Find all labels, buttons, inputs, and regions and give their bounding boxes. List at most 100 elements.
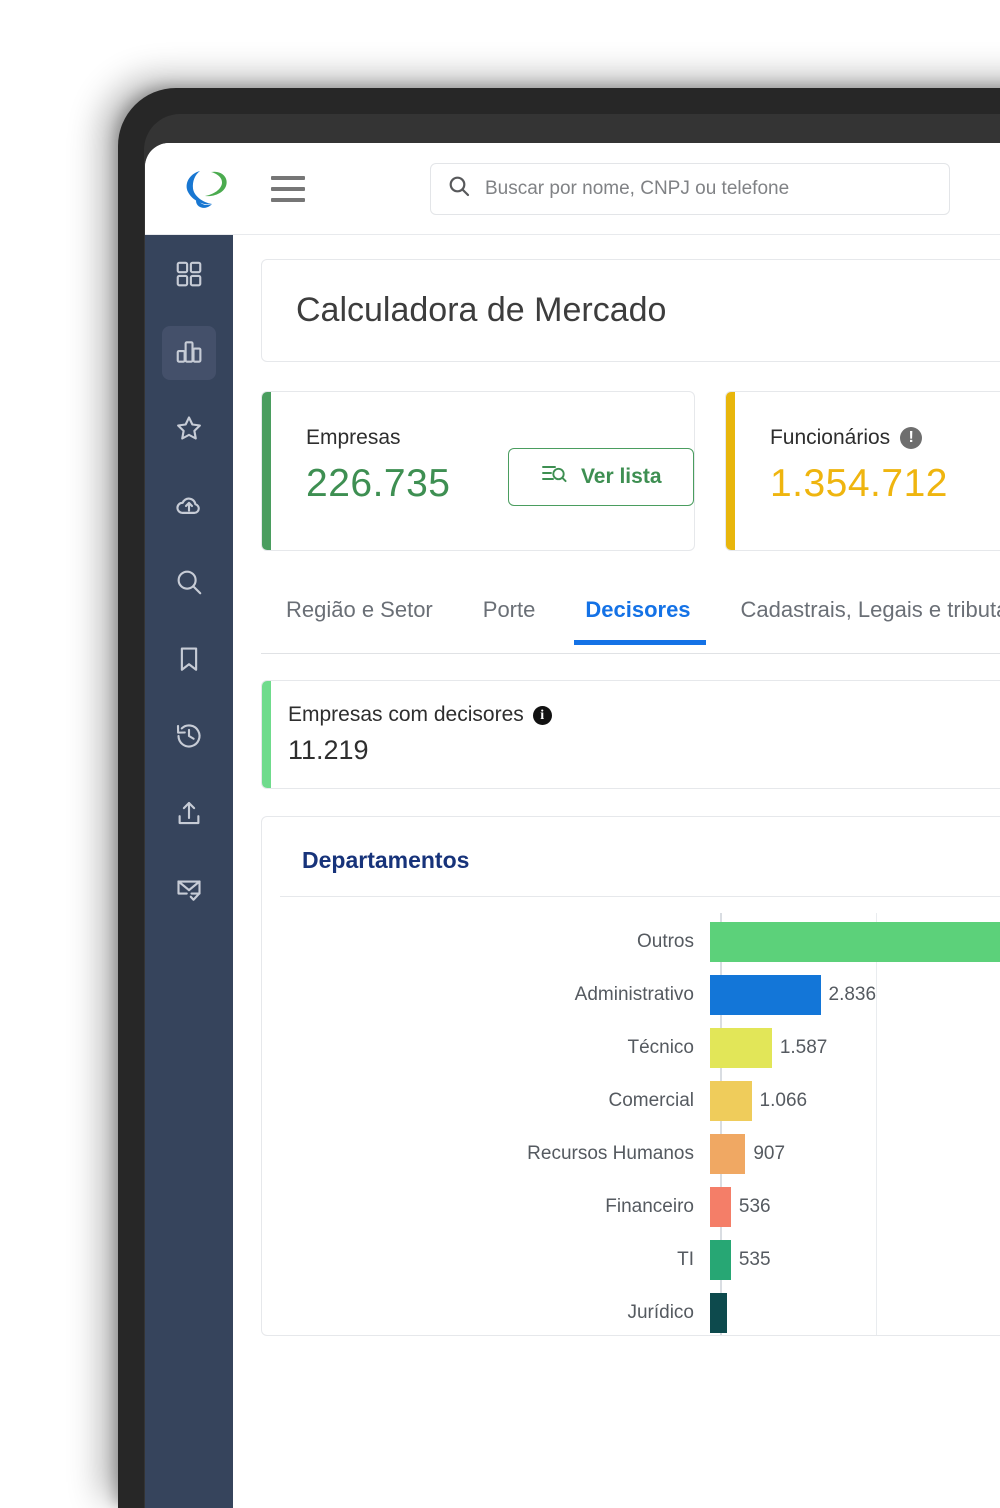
- kpi-accent-yellow: [725, 392, 735, 550]
- sidebar-item-mail[interactable]: [162, 865, 216, 919]
- menu-bar-1: [271, 175, 305, 180]
- chart-bar-value: 535: [738, 1248, 771, 1270]
- ver-lista-button[interactable]: Ver lista: [508, 448, 694, 506]
- grid-icon: [174, 259, 204, 294]
- sidebar-item-upload[interactable]: [162, 788, 216, 842]
- chart-bar-row: Financeiro 536: [262, 1180, 771, 1233]
- chart-bar-row: Recursos Humanos 907: [262, 1127, 785, 1180]
- chart-title: Departamentos: [302, 847, 470, 873]
- chart-bar-wrapper: 1.066: [710, 1080, 808, 1121]
- chart-divider: [280, 896, 1000, 897]
- main-content: Calculadora de Mercado Empresas 226.735: [233, 235, 1000, 1508]
- chart-bar-wrapper: 535: [710, 1239, 771, 1280]
- chart-bar-value: 907: [753, 1142, 786, 1164]
- cloud-upload-icon: [174, 490, 204, 525]
- search-box[interactable]: [430, 162, 950, 215]
- menu-bar-3: [271, 197, 305, 202]
- chart-bar-value: 1.066: [759, 1089, 808, 1111]
- sidebar-item-history[interactable]: [162, 711, 216, 765]
- chart-bar-row: Técnico 1.587: [262, 1021, 827, 1074]
- app-screen: Calculadora de Mercado Empresas 226.735: [145, 143, 1000, 1508]
- tab-bar: Região e Setor Porte Decisores Cadastrai…: [261, 587, 1000, 654]
- hamburger-menu-icon[interactable]: [271, 175, 305, 202]
- tab-porte[interactable]: Porte: [482, 597, 536, 622]
- chart-bar-value: 1.587: [779, 1036, 828, 1058]
- departamentos-chart-card: Departamentos Outros 8.238 Administrativo 2…: [261, 816, 1000, 1336]
- decisores-summary-card: Empresas com decisores i 11.219: [261, 680, 1000, 789]
- kpi-row: Empresas 226.735 Ver lista: [261, 391, 1000, 551]
- chart-bar[interactable]: [710, 974, 821, 1015]
- decisores-accent-green: [262, 681, 271, 788]
- bar-chart-icon: [174, 336, 204, 371]
- chart-bar-wrapper: 536: [710, 1186, 771, 1227]
- chart-bar-row: Jurídico: [262, 1286, 735, 1335]
- bookmark-icon: [174, 644, 204, 679]
- chart-bar-row: Outros 8.238: [262, 915, 1000, 968]
- kpi-card-empresas: Empresas 226.735 Ver lista: [261, 391, 695, 551]
- search-icon: [447, 174, 471, 203]
- chart-bar-value: 536: [738, 1195, 771, 1217]
- chart-bar-row: TI 535: [262, 1233, 771, 1286]
- chart-category-label: Administrativo: [574, 983, 694, 1005]
- chart-bar-wrapper: 2.836: [710, 974, 877, 1015]
- chart-bar[interactable]: [710, 1186, 731, 1227]
- search-input[interactable]: [485, 177, 933, 200]
- decisores-value: 11.219: [288, 735, 369, 765]
- kpi-card-funcionarios: Funcionários ! 1.354.712: [724, 391, 1000, 551]
- chart-bar-wrapper: 8.238: [710, 921, 1000, 962]
- star-icon: [174, 413, 204, 448]
- chart-bar-row: Administrativo 2.836: [262, 968, 876, 1021]
- sidebar-item-search[interactable]: [162, 557, 216, 611]
- kpi-accent-green: [262, 392, 271, 550]
- ver-lista-label: Ver lista: [580, 465, 662, 488]
- decisores-label-text: Empresas com decisores: [288, 703, 524, 726]
- list-search-icon: [541, 463, 567, 491]
- page-title-card: Calculadora de Mercado: [261, 259, 1000, 362]
- chart-category-label: Financeiro: [605, 1195, 694, 1217]
- chart-bar-value: 2.836: [828, 983, 877, 1005]
- tab-cadastrais-legais-tributarios[interactable]: Cadastrais, Legais e tributários: [740, 597, 1000, 622]
- chart-bar[interactable]: [710, 921, 1000, 962]
- upload-icon: [174, 798, 204, 833]
- decisores-label: Empresas com decisores i: [288, 703, 1000, 727]
- info-circle-icon[interactable]: i: [532, 705, 552, 725]
- chart-category-label: TI: [677, 1248, 694, 1270]
- chart-category-label: Recursos Humanos: [527, 1142, 694, 1164]
- chart-bar-wrapper: 1.587: [710, 1027, 828, 1068]
- sidebar: [145, 235, 233, 1508]
- chart-category-label: Comercial: [608, 1089, 694, 1111]
- chart-bar-row: Comercial 1.066: [262, 1074, 807, 1127]
- top-bar: [145, 143, 1000, 235]
- chart-bar-wrapper: [710, 1292, 735, 1333]
- chart-bar[interactable]: [710, 1027, 772, 1068]
- sidebar-item-favorites[interactable]: [162, 403, 216, 457]
- bar-chart-plot: Outros 8.238 Administrativo 2.836 Técnico 1.5…: [262, 913, 1000, 1335]
- chart-bar[interactable]: [710, 1080, 752, 1121]
- chart-bar[interactable]: [710, 1292, 727, 1333]
- kpi-label: Funcionários !: [770, 426, 948, 450]
- tab-decisores[interactable]: Decisores: [560, 587, 715, 645]
- kpi-label: Empresas: [306, 426, 450, 450]
- chart-bar[interactable]: [710, 1239, 731, 1280]
- menu-bar-2: [271, 186, 305, 191]
- chart-gridline: [875, 913, 877, 1335]
- exclamation-circle-icon[interactable]: !: [900, 427, 923, 449]
- kpi-value: 1.354.712: [769, 462, 948, 505]
- sidebar-item-analytics[interactable]: [162, 326, 216, 380]
- brand-trefoil-logo[interactable]: [181, 166, 231, 212]
- chart-category-label: Outros: [636, 930, 694, 952]
- tab-regiao-e-setor[interactable]: Região e Setor: [286, 597, 433, 622]
- page-title: Calculadora de Mercado: [296, 291, 667, 329]
- chart-bar-wrapper: 907: [710, 1133, 786, 1174]
- history-clock-icon: [174, 721, 204, 756]
- sidebar-item-dashboard[interactable]: [162, 249, 216, 303]
- chart-category-label: Jurídico: [627, 1301, 694, 1323]
- mail-check-icon: [174, 875, 204, 910]
- sidebar-item-bookmarks[interactable]: [162, 634, 216, 688]
- device-frame: Calculadora de Mercado Empresas 226.735: [118, 88, 1000, 1508]
- search-icon: [174, 567, 204, 602]
- kpi-label-text: Funcionários: [769, 426, 891, 449]
- chart-bar[interactable]: [710, 1133, 746, 1174]
- kpi-label-text: Empresas: [306, 426, 401, 449]
- sidebar-item-cloud[interactable]: [162, 480, 216, 534]
